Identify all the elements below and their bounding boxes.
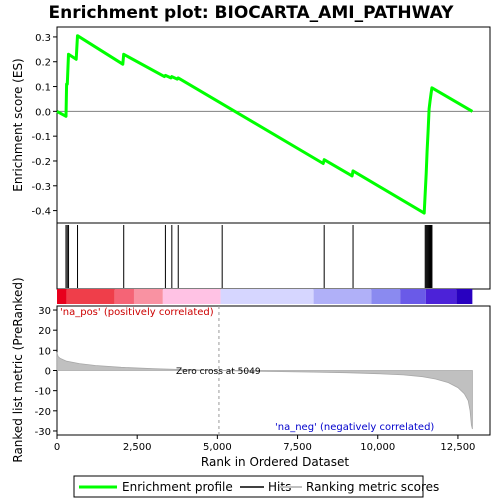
- rank-bar-segment: [313, 289, 372, 304]
- rank-bar-segment: [371, 289, 401, 304]
- rank-bar-segment: [456, 289, 473, 304]
- metric-y-tick-label: -10: [35, 387, 51, 398]
- es-y-tick-label: -0.2: [31, 157, 51, 168]
- metric-y-tick-label: 0: [45, 367, 51, 378]
- es-y-tick-label: 0.0: [35, 107, 51, 118]
- rank-bar-segment: [162, 289, 221, 304]
- legend: Enrichment profile Hits Ranking metric s…: [73, 475, 439, 498]
- hit-marks: [65, 225, 433, 288]
- chart-title: Enrichment plot: BIOCARTA_AMI_PATHWAY: [49, 3, 455, 23]
- negative-correlation-label: 'na_neg' (negatively correlated): [275, 422, 434, 433]
- legend-hits-label: Hits: [268, 480, 291, 494]
- positive-correlation-label: 'na_pos' (positively correlated): [60, 307, 214, 318]
- es-y-tick-label: 0.3: [35, 33, 51, 44]
- es-y-tick-label: -0.1: [31, 132, 51, 143]
- x-axis: 0 2,500 5,000 7,500 10,000 12,500: [54, 435, 475, 453]
- legend-enrichment-label: Enrichment profile: [122, 480, 233, 494]
- es-y-tick-label: 0.2: [35, 58, 51, 69]
- x-tick-label: 5,000: [203, 442, 232, 453]
- enrichment-profile-polyline: [56, 34, 474, 215]
- es-y-tick-label: 0.1: [35, 83, 51, 94]
- x-axis-label: Rank in Ordered Dataset: [201, 455, 349, 469]
- es-y-tick-label: -0.3: [31, 182, 51, 193]
- metric-y-axis: -30 -20 -10 0 10 20 30: [35, 306, 57, 438]
- hits-panel: [56, 222, 491, 304]
- rank-color-bar: [57, 289, 473, 304]
- ranking-metric-path: [56, 352, 473, 430]
- x-tick-label: 12,500: [440, 442, 475, 453]
- ranking-metric-area: [56, 352, 473, 430]
- metric-y-tick-label: -20: [35, 407, 51, 418]
- metric-y-tick-label: 30: [38, 306, 51, 317]
- metric-panel: -30 -20 -10 0 10 20 30 Zero cross at 5049 'na_…: [11, 277, 491, 463]
- es-y-tick-label: -0.4: [31, 207, 51, 218]
- rank-bar-segment: [57, 289, 67, 304]
- es-y-axis: -0.4 -0.3 -0.2 -0.1 0.0 0.1 0.2 0.3: [31, 33, 57, 218]
- rank-bar-segment: [220, 289, 314, 304]
- x-tick-label: 0: [54, 442, 60, 453]
- es-y-axis-label: Enrichment score (ES): [11, 58, 25, 191]
- metric-y-axis-label: Ranked list metric (PreRanked): [11, 277, 25, 462]
- es-panel: -0.4 -0.3 -0.2 -0.1 0.0 0.1 0.2 0.3 Enrichment …: [11, 26, 491, 224]
- x-tick-label: 7,500: [283, 442, 312, 453]
- x-tick-label: 10,000: [360, 442, 395, 453]
- rank-bar-segment: [133, 289, 163, 304]
- rank-bar-segment: [66, 289, 115, 304]
- rank-bar-segment: [425, 289, 457, 304]
- metric-y-tick-label: 10: [38, 346, 51, 357]
- zero-cross-label: Zero cross at 5049: [176, 367, 261, 377]
- metric-y-tick-label: 20: [38, 326, 51, 337]
- metric-y-tick-label: -30: [35, 427, 51, 438]
- rank-bar-segment: [400, 289, 426, 304]
- rank-bar-segment: [114, 289, 134, 304]
- enrichment-profile-line: [56, 34, 474, 215]
- x-tick-label: 2,500: [123, 442, 152, 453]
- legend-metric-label: Ranking metric scores: [306, 480, 439, 494]
